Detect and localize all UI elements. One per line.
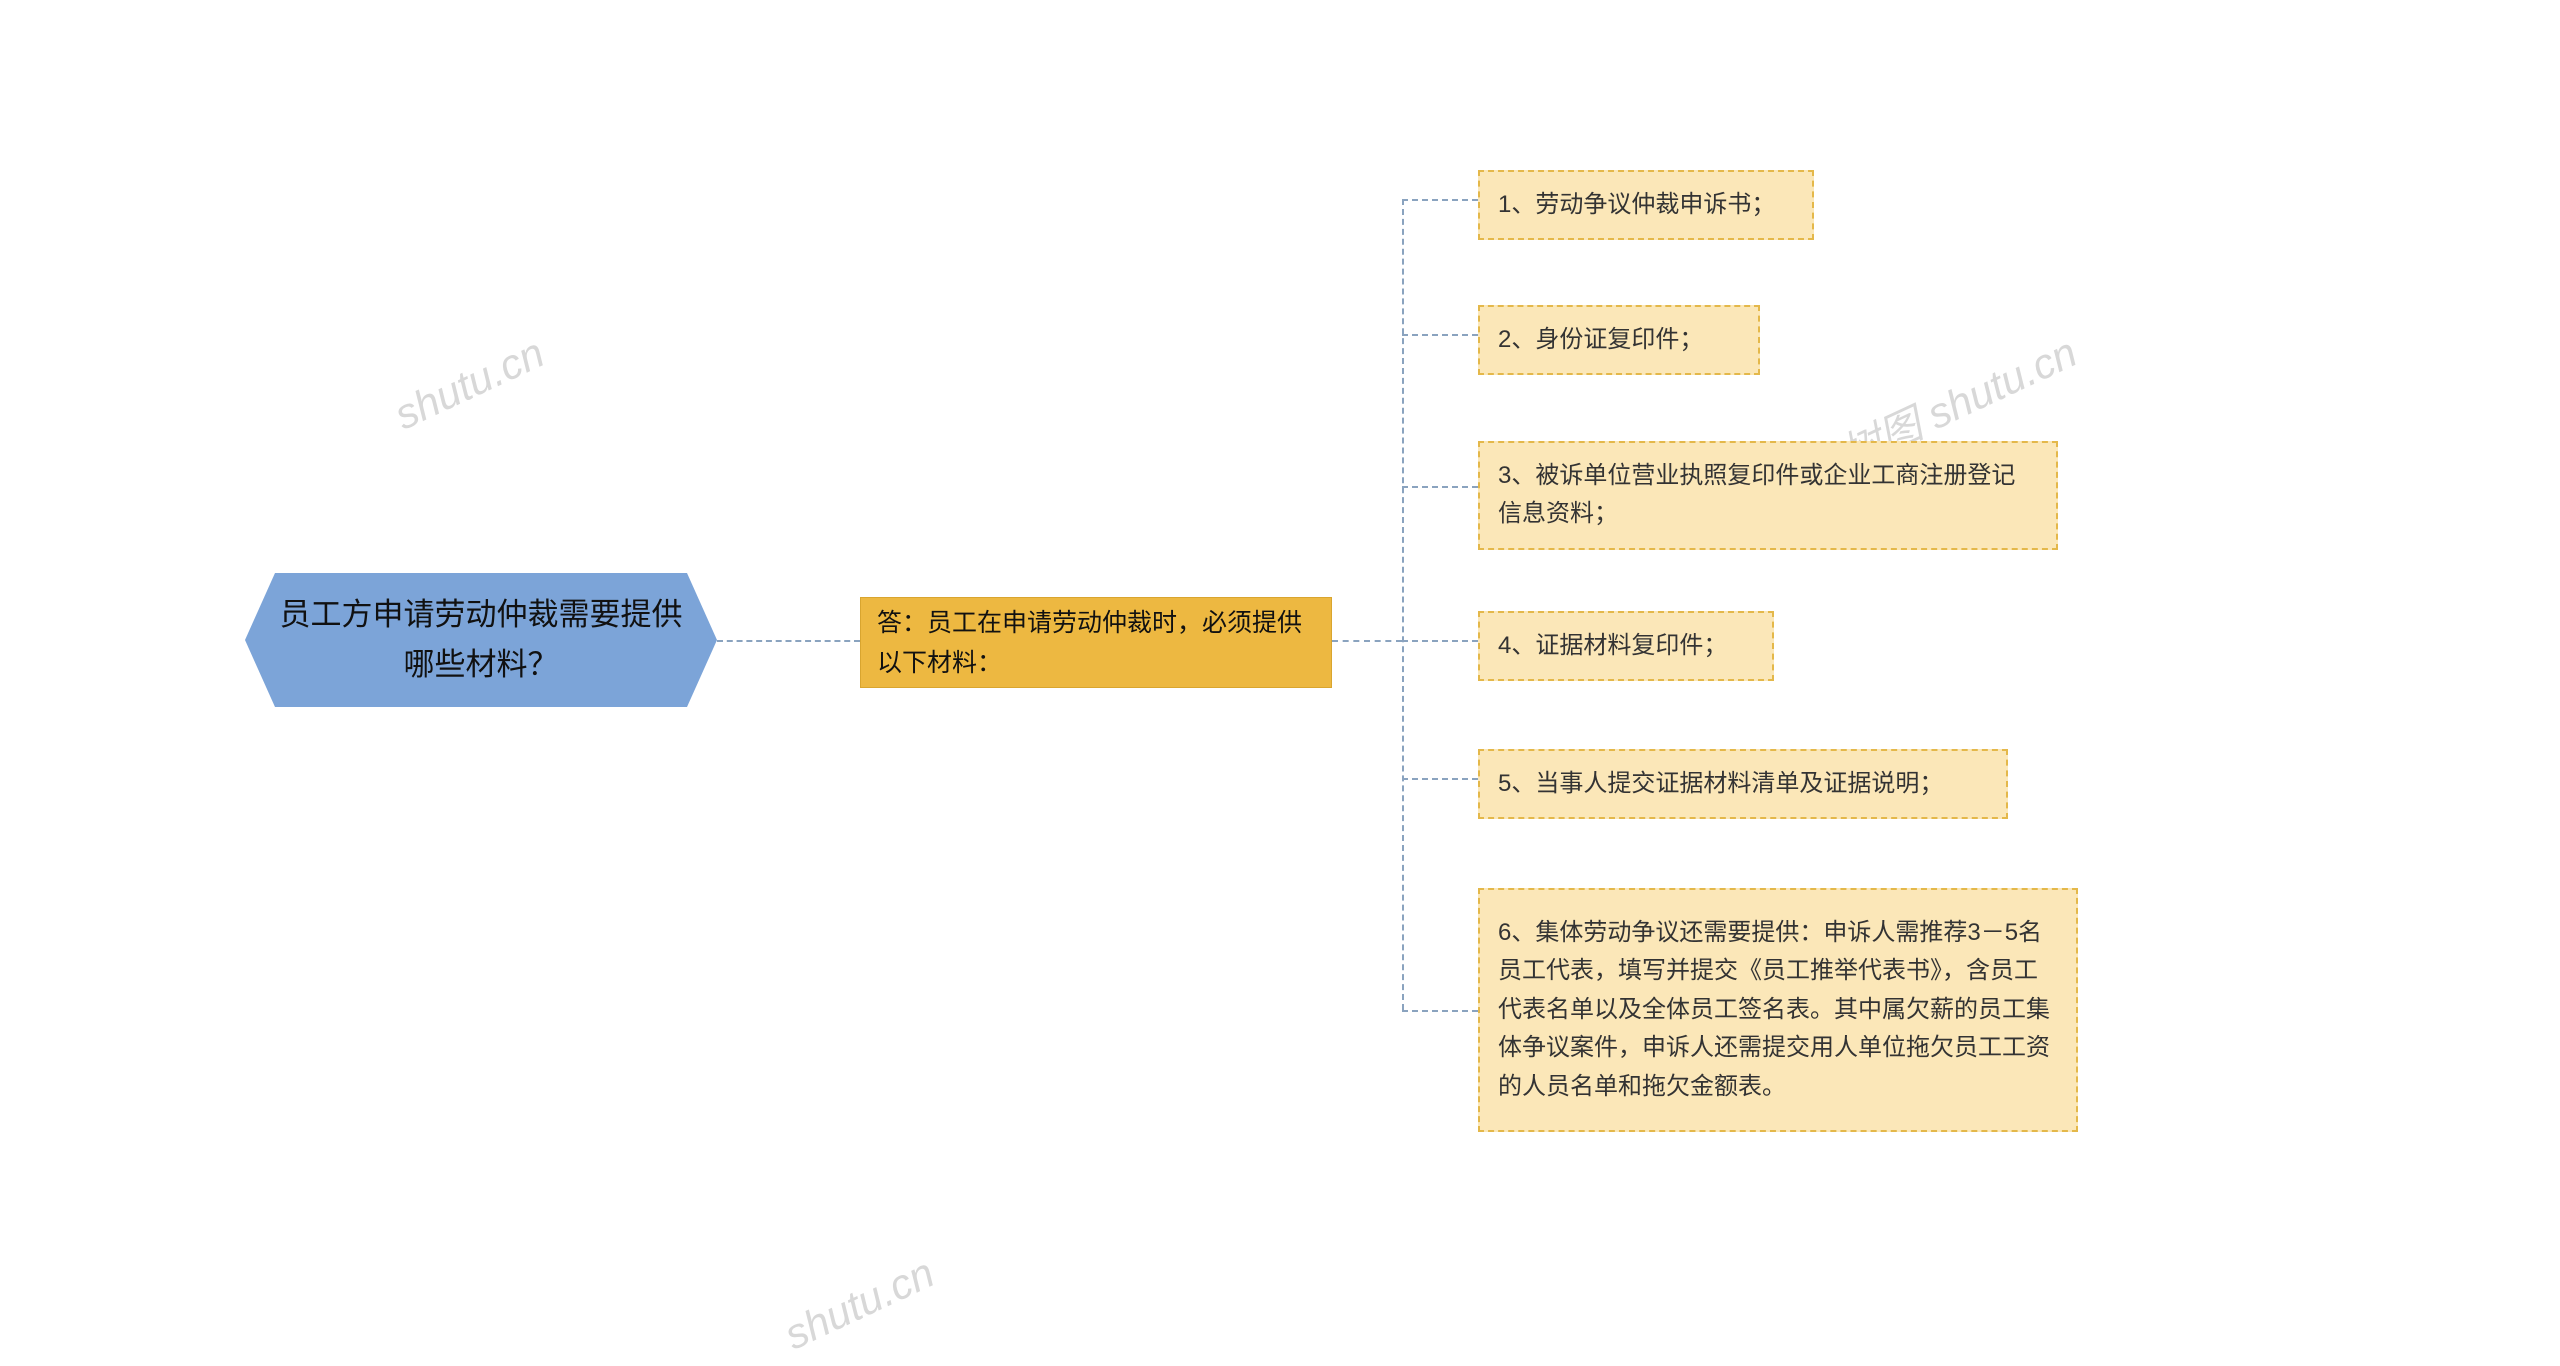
answer-node: 答：员工在申请劳动仲裁时，必须提供以下材料： (860, 597, 1332, 688)
root-node: 员工方申请劳动仲裁需要提供哪些材料？ (245, 573, 717, 707)
root-node-text: 员工方申请劳动仲裁需要提供哪些材料？ (269, 590, 693, 689)
connector (1402, 1010, 1478, 1012)
leaf-node: 3、被诉单位营业执照复印件或企业工商注册登记信息资料； (1478, 441, 2058, 550)
connector (717, 640, 860, 642)
answer-node-text: 答：员工在申请劳动仲裁时，必须提供以下材料： (877, 603, 1315, 683)
mindmap-canvas: 员工方申请劳动仲裁需要提供哪些材料？ 答：员工在申请劳动仲裁时，必须提供以下材料… (0, 0, 2560, 1366)
leaf-node: 1、劳动争议仲裁申诉书； (1478, 170, 1814, 240)
connector (1402, 778, 1478, 780)
connector (1402, 199, 1478, 201)
leaf-text: 4、证据材料复印件； (1498, 627, 1727, 665)
connector (1402, 640, 1478, 642)
leaf-text: 6、集体劳动争议还需要提供：申诉人需推荐3－5名员工代表，填写并提交《员工推举代… (1498, 914, 2058, 1106)
connector (1402, 334, 1478, 336)
leaf-text: 3、被诉单位营业执照复印件或企业工商注册登记信息资料； (1498, 457, 2038, 534)
leaf-node: 2、身份证复印件； (1478, 305, 1760, 375)
leaf-node: 6、集体劳动争议还需要提供：申诉人需推荐3－5名员工代表，填写并提交《员工推举代… (1478, 888, 2078, 1132)
leaf-text: 1、劳动争议仲裁申诉书； (1498, 186, 1775, 224)
leaf-node: 5、当事人提交证据材料清单及证据说明； (1478, 749, 2008, 819)
connector (1402, 199, 1404, 1010)
leaf-text: 2、身份证复印件； (1498, 321, 1703, 359)
leaf-node: 4、证据材料复印件； (1478, 611, 1774, 681)
leaf-text: 5、当事人提交证据材料清单及证据说明； (1498, 765, 1943, 803)
connector (1402, 486, 1478, 488)
connector (1332, 640, 1402, 642)
